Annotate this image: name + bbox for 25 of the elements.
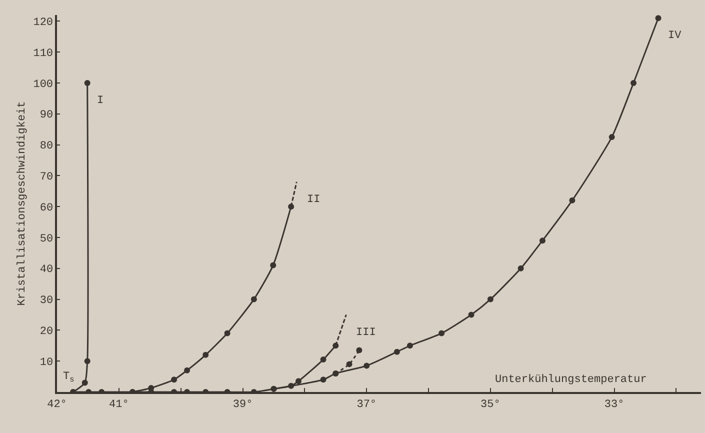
y-axis-title: Kristallisationsgeschwindigkeit xyxy=(16,101,28,306)
y-tick-label: 70 xyxy=(40,172,54,184)
y-tick-label: 120 xyxy=(33,17,54,30)
x-tick-label: 33° xyxy=(604,399,624,412)
series-label: II xyxy=(307,194,320,206)
annotation: T$_{s}$ xyxy=(63,371,74,384)
y-tick-label: 80 xyxy=(40,140,54,153)
x-tick-label: 37° xyxy=(356,399,377,412)
x-axis-title: Unterkühlungstemperatur xyxy=(495,374,647,386)
series-label: III xyxy=(356,327,376,339)
x-tick-label: 41° xyxy=(109,399,129,412)
x-tick-label: 42° xyxy=(47,399,67,412)
y-tick-label: 50 xyxy=(40,233,54,246)
x-tick-label: 39° xyxy=(232,399,253,412)
y-tick-label: 40 xyxy=(40,264,54,276)
x-tick-label: 35° xyxy=(480,399,500,412)
y-tick-label: 90 xyxy=(40,110,54,122)
series-label: I xyxy=(97,95,104,107)
y-tick-label: 10 xyxy=(40,356,54,369)
series-label: IV xyxy=(668,30,682,42)
y-tick-label: 100 xyxy=(33,78,54,91)
y-tick-label: 110 xyxy=(33,48,54,60)
y-tick-label: 30 xyxy=(40,295,54,308)
y-tick-label: 60 xyxy=(40,202,54,214)
y-tick-label: 20 xyxy=(40,326,54,338)
